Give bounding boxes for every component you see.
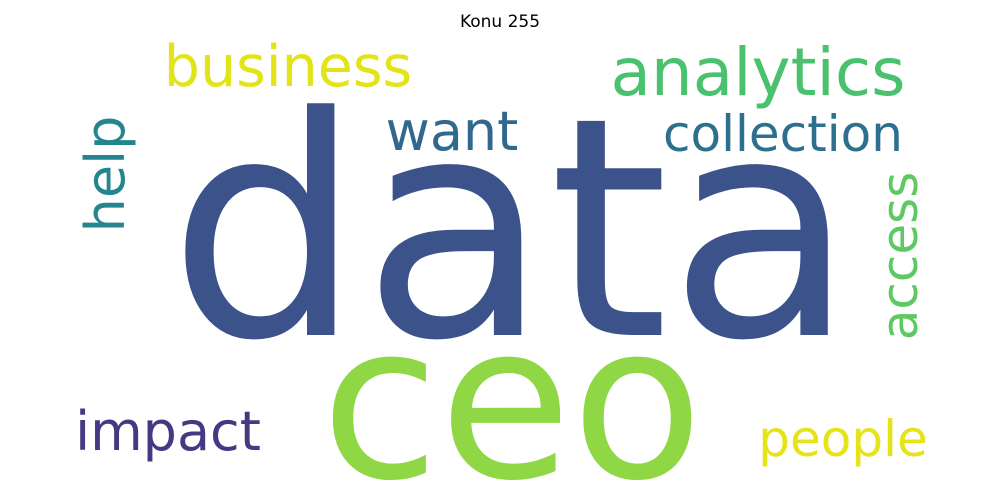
chart-title: Konu 255 <box>459 12 541 32</box>
word-access: access <box>871 172 929 340</box>
word-want: want <box>386 100 519 163</box>
word-people: people <box>758 410 927 468</box>
word-ceo: ceo <box>321 277 703 500</box>
word-analytics: analytics <box>610 34 905 111</box>
word-collection: collection <box>663 105 903 163</box>
word-help: help <box>74 116 137 233</box>
word-business: business <box>164 34 412 100</box>
word-impact: impact <box>75 400 261 463</box>
word-data: data <box>169 52 856 407</box>
